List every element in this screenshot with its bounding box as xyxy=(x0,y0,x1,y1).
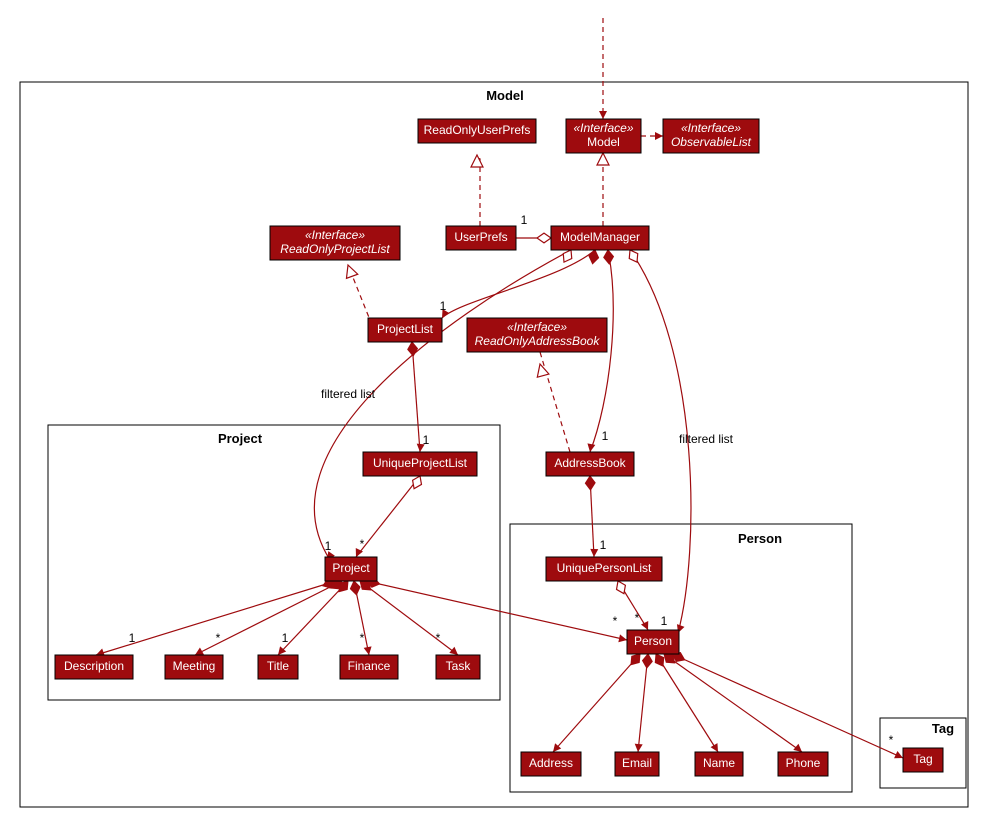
edge-mult-proj-task: * xyxy=(436,631,441,645)
edge-ab-to-roab xyxy=(540,352,570,452)
node-text-phone: Phone xyxy=(786,756,821,770)
node-text-addressBook: AddressBook xyxy=(554,456,626,470)
node-text-tag: Tag xyxy=(913,752,932,766)
node-text-uniqueProjectList: UniqueProjectList xyxy=(373,456,468,470)
node-text-userPrefs: UserPrefs xyxy=(454,230,507,244)
node-text-name: Name xyxy=(703,756,735,770)
edge-pers-addr xyxy=(553,654,640,752)
edge-mult-proj-title: 1 xyxy=(282,631,289,645)
edge-mult-proj-pers: * xyxy=(613,614,618,628)
edge-label-mm-filter-proj: filtered list xyxy=(321,387,376,401)
node-text-projectList: ProjectList xyxy=(377,322,434,336)
edge-mult-upl2-agg-pers: * xyxy=(635,611,640,625)
node-text-readOnlyUserPrefs: ReadOnlyUserPrefs xyxy=(424,123,531,137)
node-text-readOnlyAddressBook: «Interface» xyxy=(507,320,567,334)
node-text-modelIface: «Interface» xyxy=(573,121,633,135)
edge-mult-ab-comp-upl2: 1 xyxy=(600,538,607,552)
edge-mult-mm-filter-pers: 1 xyxy=(661,614,668,628)
edge-mult-upl-agg-proj: * xyxy=(360,537,365,551)
node-text-uniquePersonList: UniquePersonList xyxy=(557,561,652,575)
edge-mult-mm-comp-addr: 1 xyxy=(602,429,609,443)
edge-proj-pers xyxy=(366,581,627,640)
node-text-project: Project xyxy=(332,561,370,575)
edge-pers-email xyxy=(638,654,648,752)
frame-label-person: Person xyxy=(738,531,782,546)
node-text-address: Address xyxy=(529,756,573,770)
node-text-readOnlyProjectList: ReadOnlyProjectList xyxy=(280,242,390,256)
edge-mult-mm-filter-proj: 1 xyxy=(325,539,332,553)
edge-pl-comp-upl xyxy=(412,342,420,452)
node-text-modelManager: ModelManager xyxy=(560,230,640,244)
node-text-meeting: Meeting xyxy=(173,659,216,673)
node-text-readOnlyAddressBook: ReadOnlyAddressBook xyxy=(475,334,601,348)
edge-mult-pers-tag: * xyxy=(889,733,894,747)
edge-proj-title xyxy=(278,581,348,655)
edge-upl-agg-proj xyxy=(356,476,420,557)
frame-model xyxy=(20,82,968,807)
node-text-finance: Finance xyxy=(348,659,391,673)
node-text-readOnlyProjectList: «Interface» xyxy=(305,228,365,242)
node-text-description: Description xyxy=(64,659,124,673)
node-text-observableList: ObservableList xyxy=(671,135,752,149)
edge-mm-filter-proj xyxy=(314,250,571,560)
node-text-email: Email xyxy=(622,756,652,770)
edge-label-mm-filter-pers: filtered list xyxy=(679,432,734,446)
edge-mult-proj-fin: * xyxy=(360,631,365,645)
uml-diagram: Model Project Person Tag 1 1 1 filtered list 1 fi… xyxy=(0,0,991,829)
node-text-person: Person xyxy=(634,634,672,648)
edge-proj-task xyxy=(360,581,458,655)
frame-label-project: Project xyxy=(218,431,263,446)
frame-label-model: Model xyxy=(486,88,524,103)
edge-mult-pl-comp-upl: 1 xyxy=(423,433,430,447)
edge-mult-proj-desc: 1 xyxy=(129,631,136,645)
edge-mult-mm-comp-proj: 1 xyxy=(440,299,447,313)
frame-label-tag: Tag xyxy=(932,721,954,736)
edge-mult-mm-agg-up: 1 xyxy=(521,213,528,227)
edge-mult-proj-meet: * xyxy=(216,631,221,645)
edge-pers-name xyxy=(656,654,718,752)
edge-mm-comp-proj xyxy=(442,250,595,318)
node-text-observableList: «Interface» xyxy=(681,121,741,135)
node-text-modelIface: Model xyxy=(587,135,620,149)
node-text-title: Title xyxy=(267,659,290,673)
node-text-task: Task xyxy=(446,659,472,673)
